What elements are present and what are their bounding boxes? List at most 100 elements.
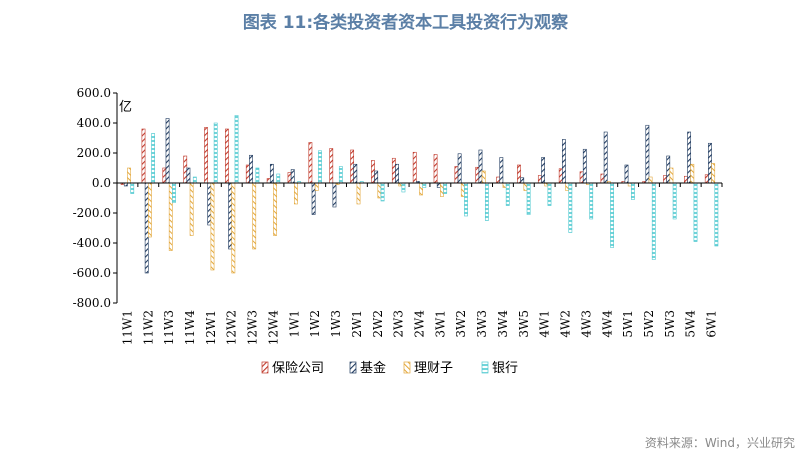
bar-4-11W4 — [192, 176, 197, 184]
x-tick-label: 3W4 — [496, 310, 510, 338]
bar-4-11W3 — [172, 182, 176, 203]
bar-1-3W5 — [517, 164, 521, 184]
bar-2-6W1 — [708, 142, 712, 184]
bar-3-12W3 — [252, 182, 257, 250]
bar-2-11W2 — [144, 182, 149, 274]
x-tick-label: 4W1 — [538, 310, 552, 338]
bar-4-3W3 — [484, 182, 489, 221]
source-note: 资料来源：Wind，兴业研究 — [644, 436, 795, 450]
x-tick-label: 5W4 — [684, 310, 698, 338]
bar-1-5W3 — [663, 175, 667, 184]
bar-1-12W2 — [225, 128, 229, 184]
bar-3-5W3 — [669, 167, 674, 184]
bar-3-12W2 — [231, 182, 236, 274]
bar-4-3W2 — [464, 182, 468, 217]
bar-2-12W1 — [207, 182, 212, 226]
y-tick-label: -200.0 — [73, 206, 111, 220]
bar-2-5W1 — [624, 164, 629, 184]
legend-swatch-2 — [349, 361, 357, 374]
bar-1-2W3 — [391, 157, 396, 184]
bar-3-11W2 — [147, 182, 152, 238]
bar-4-2W4 — [422, 182, 427, 188]
bar-4-12W2 — [234, 115, 239, 184]
bar-4-4W4 — [610, 182, 614, 248]
bar-1-12W1 — [204, 127, 208, 184]
bar-3-3W5 — [523, 182, 528, 191]
bar-2-1W3 — [332, 182, 337, 208]
bar-2-4W1 — [541, 157, 545, 184]
bar-1-4W4 — [600, 173, 605, 184]
x-tick-label: 11W1 — [120, 310, 134, 345]
bar-4-12W1 — [213, 122, 218, 184]
x-tick-label: 12W2 — [225, 310, 239, 345]
bar-2-3W1 — [436, 182, 441, 188]
bar-3-3W4 — [502, 182, 507, 188]
bar-4-3W5 — [526, 182, 531, 215]
x-tick-label: 3W3 — [475, 310, 489, 338]
bar-4-6W1 — [714, 182, 719, 247]
bar-1-3W3 — [475, 166, 480, 184]
bar-2-3W4 — [499, 157, 504, 184]
bar-1-1W2 — [308, 142, 313, 184]
x-tick-label: 12W4 — [266, 310, 280, 346]
bar-2-11W3 — [165, 118, 170, 184]
x-tick-label: 2W2 — [371, 310, 385, 338]
y-tick-label: 400.0 — [77, 116, 111, 130]
bar-3-11W1 — [127, 167, 131, 184]
bar-4-4W2 — [568, 182, 573, 233]
x-tick-label: 12W1 — [204, 310, 218, 345]
x-tick-label: 4W4 — [600, 310, 614, 338]
bar-3-6W1 — [711, 163, 716, 184]
bar-4-5W1 — [631, 182, 635, 200]
y-tick-label: 200.0 — [77, 146, 111, 160]
bar-1-1W3 — [329, 148, 334, 184]
bar-3-5W2 — [648, 176, 653, 184]
bar-2-5W4 — [687, 131, 692, 184]
bar-1-6W1 — [704, 174, 709, 184]
bar-1-12W4 — [266, 178, 271, 184]
bar-3-3W2 — [460, 182, 465, 197]
legend-label-4: 银行 — [492, 361, 518, 376]
bar-1-12W3 — [245, 164, 250, 184]
bar-3-12W4 — [273, 182, 277, 236]
x-tick-label: 5W2 — [642, 310, 656, 338]
bar-4-4W1 — [547, 182, 552, 206]
x-tick-label: 3W1 — [433, 310, 447, 338]
bar-4-12W4 — [276, 173, 281, 184]
bar-2-12W2 — [228, 182, 233, 250]
bar-3-11W3 — [168, 182, 173, 251]
bar-2-1W1 — [290, 169, 295, 184]
bar-1-3W1 — [433, 154, 438, 184]
chart-title: 图表 11:各类投资者资本工具投资行为观察 — [242, 13, 569, 33]
bar-3-4W2 — [565, 182, 570, 191]
bar-4-1W3 — [338, 166, 343, 184]
bar-2-4W4 — [603, 131, 608, 184]
bar-1-5W4 — [684, 175, 688, 184]
x-tick-label: 12W3 — [246, 310, 260, 345]
bar-4-12W3 — [255, 167, 260, 184]
bar-1-2W2 — [371, 160, 375, 184]
bar-2-12W3 — [249, 154, 253, 184]
y-tick-label: 600.0 — [77, 86, 111, 100]
bar-1-11W4 — [183, 155, 188, 184]
bar-4-3W1 — [443, 182, 448, 194]
bar-3-2W2 — [377, 182, 382, 199]
bar-2-4W3 — [582, 148, 587, 184]
x-tick-label: 4W3 — [579, 310, 593, 338]
x-tick-label: 1W3 — [329, 310, 343, 338]
bar-1-4W1 — [537, 175, 542, 184]
legend-label-1: 保险公司 — [272, 361, 324, 376]
bar-4-3W4 — [505, 182, 510, 206]
bar-1-11W3 — [162, 167, 167, 184]
legend-label-2: 基金 — [360, 360, 386, 376]
x-tick-label: 2W4 — [413, 310, 427, 338]
bar-2-3W2 — [457, 153, 462, 184]
bar-3-1W1 — [294, 182, 298, 205]
bar-3-3W1 — [440, 182, 444, 197]
x-tick-label: 2W3 — [392, 310, 406, 338]
unit-label: 亿 — [119, 100, 132, 115]
bar-2-2W1 — [353, 163, 358, 184]
bar-4-11W1 — [130, 182, 135, 194]
bar-3-5W4 — [690, 163, 695, 184]
y-tick-label: -400.0 — [73, 236, 111, 250]
